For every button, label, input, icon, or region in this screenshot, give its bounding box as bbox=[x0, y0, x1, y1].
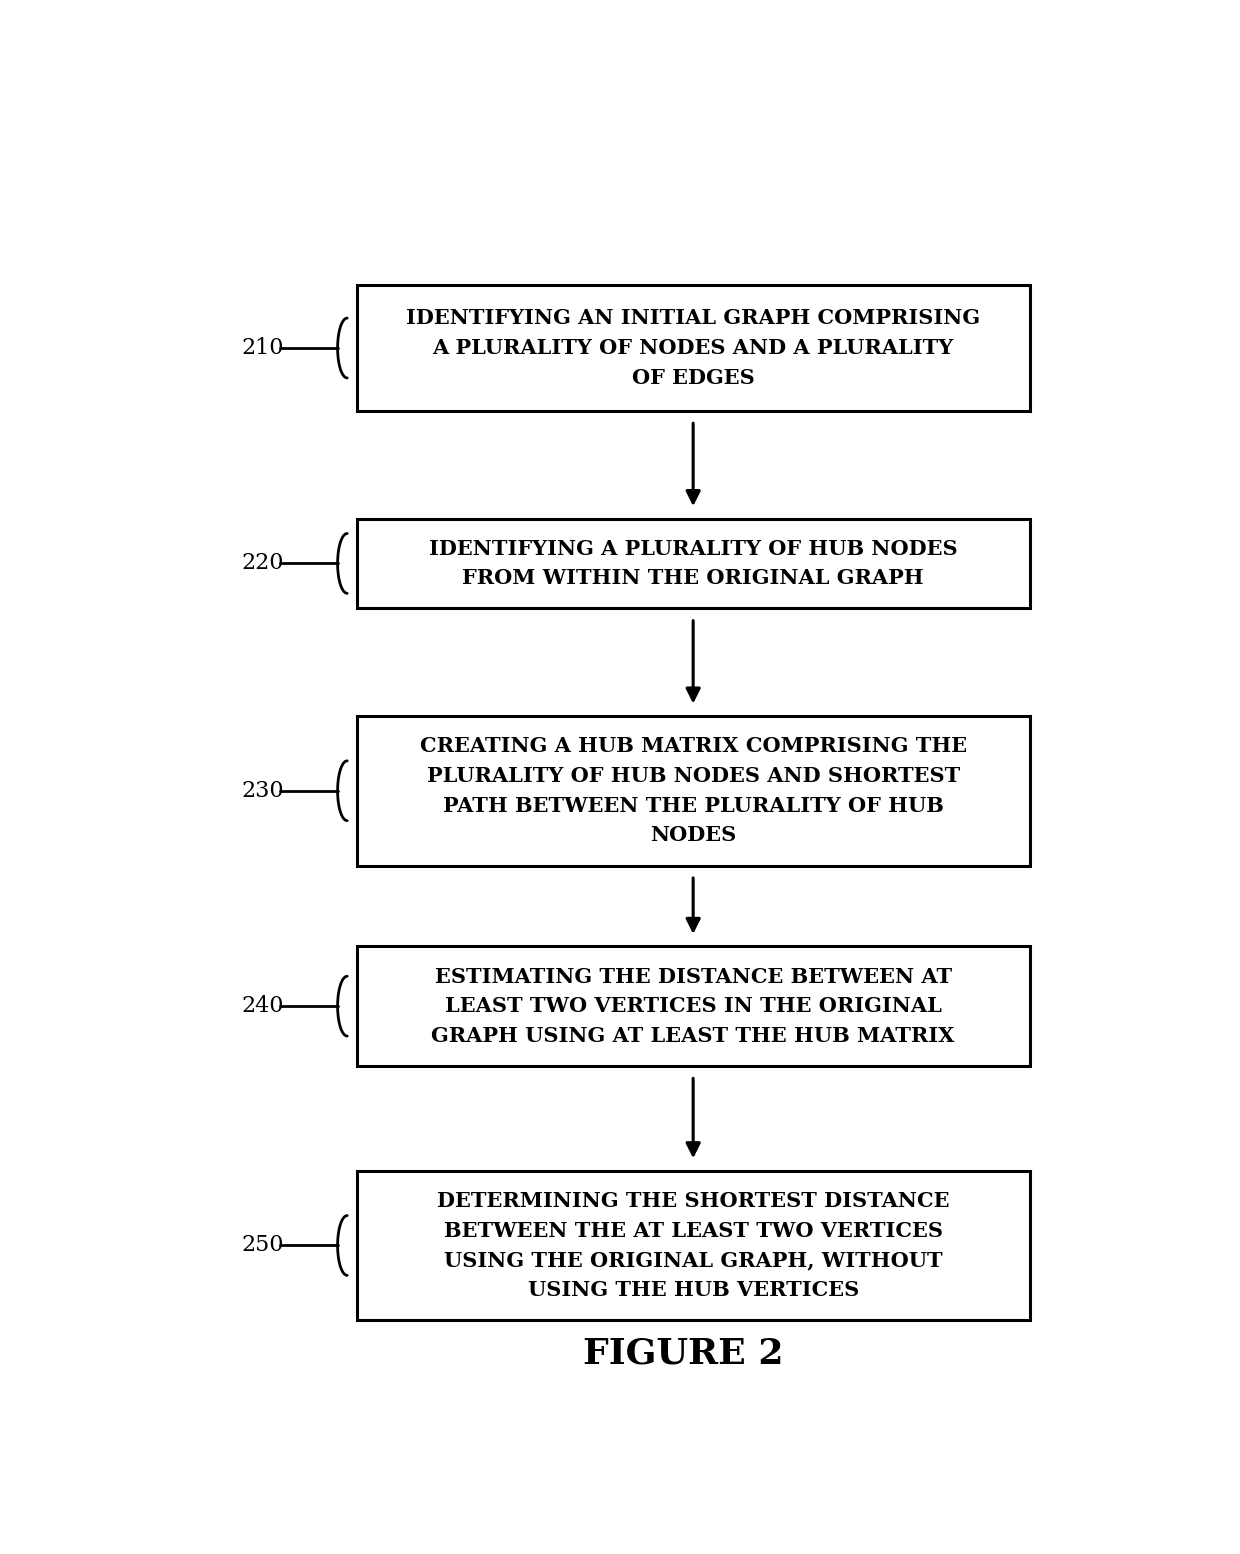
Text: ESTIMATING THE DISTANCE BETWEEN AT
LEAST TWO VERTICES IN THE ORIGINAL
GRAPH USIN: ESTIMATING THE DISTANCE BETWEEN AT LEAST… bbox=[432, 967, 955, 1046]
Text: 230: 230 bbox=[242, 780, 284, 802]
FancyBboxPatch shape bbox=[357, 716, 1029, 866]
Text: 210: 210 bbox=[242, 337, 284, 359]
Text: FIGURE 2: FIGURE 2 bbox=[583, 1336, 784, 1371]
FancyBboxPatch shape bbox=[357, 286, 1029, 410]
Text: CREATING A HUB MATRIX COMPRISING THE
PLURALITY OF HUB NODES AND SHORTEST
PATH BE: CREATING A HUB MATRIX COMPRISING THE PLU… bbox=[419, 737, 967, 845]
FancyBboxPatch shape bbox=[357, 519, 1029, 608]
Text: IDENTIFYING AN INITIAL GRAPH COMPRISING
A PLURALITY OF NODES AND A PLURALITY
OF : IDENTIFYING AN INITIAL GRAPH COMPRISING … bbox=[405, 308, 981, 387]
Text: 240: 240 bbox=[242, 995, 284, 1018]
Text: 220: 220 bbox=[242, 552, 284, 575]
FancyBboxPatch shape bbox=[357, 1170, 1029, 1321]
Text: IDENTIFYING A PLURALITY OF HUB NODES
FROM WITHIN THE ORIGINAL GRAPH: IDENTIFYING A PLURALITY OF HUB NODES FRO… bbox=[429, 539, 957, 589]
Text: 250: 250 bbox=[242, 1234, 284, 1257]
Text: DETERMINING THE SHORTEST DISTANCE
BETWEEN THE AT LEAST TWO VERTICES
USING THE OR: DETERMINING THE SHORTEST DISTANCE BETWEE… bbox=[436, 1190, 950, 1299]
FancyBboxPatch shape bbox=[357, 946, 1029, 1066]
